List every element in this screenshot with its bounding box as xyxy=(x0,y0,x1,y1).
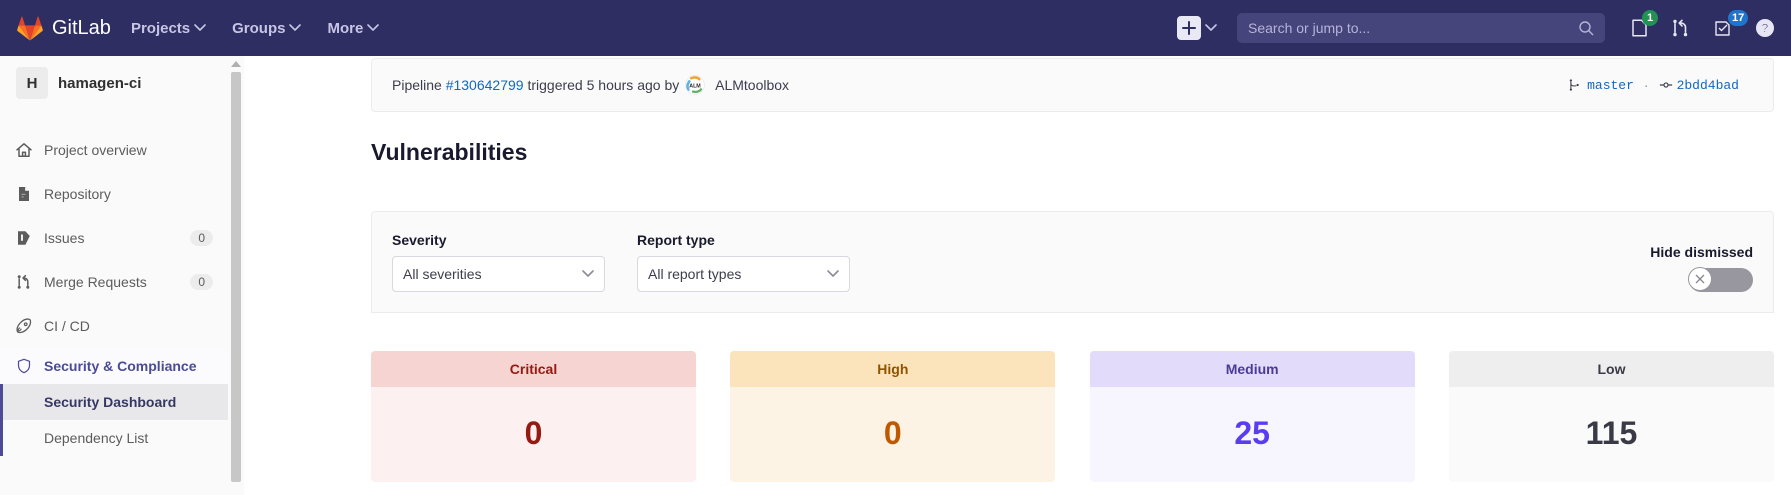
svg-text:?: ? xyxy=(1761,22,1769,36)
svg-text:ALM: ALM xyxy=(689,83,701,89)
